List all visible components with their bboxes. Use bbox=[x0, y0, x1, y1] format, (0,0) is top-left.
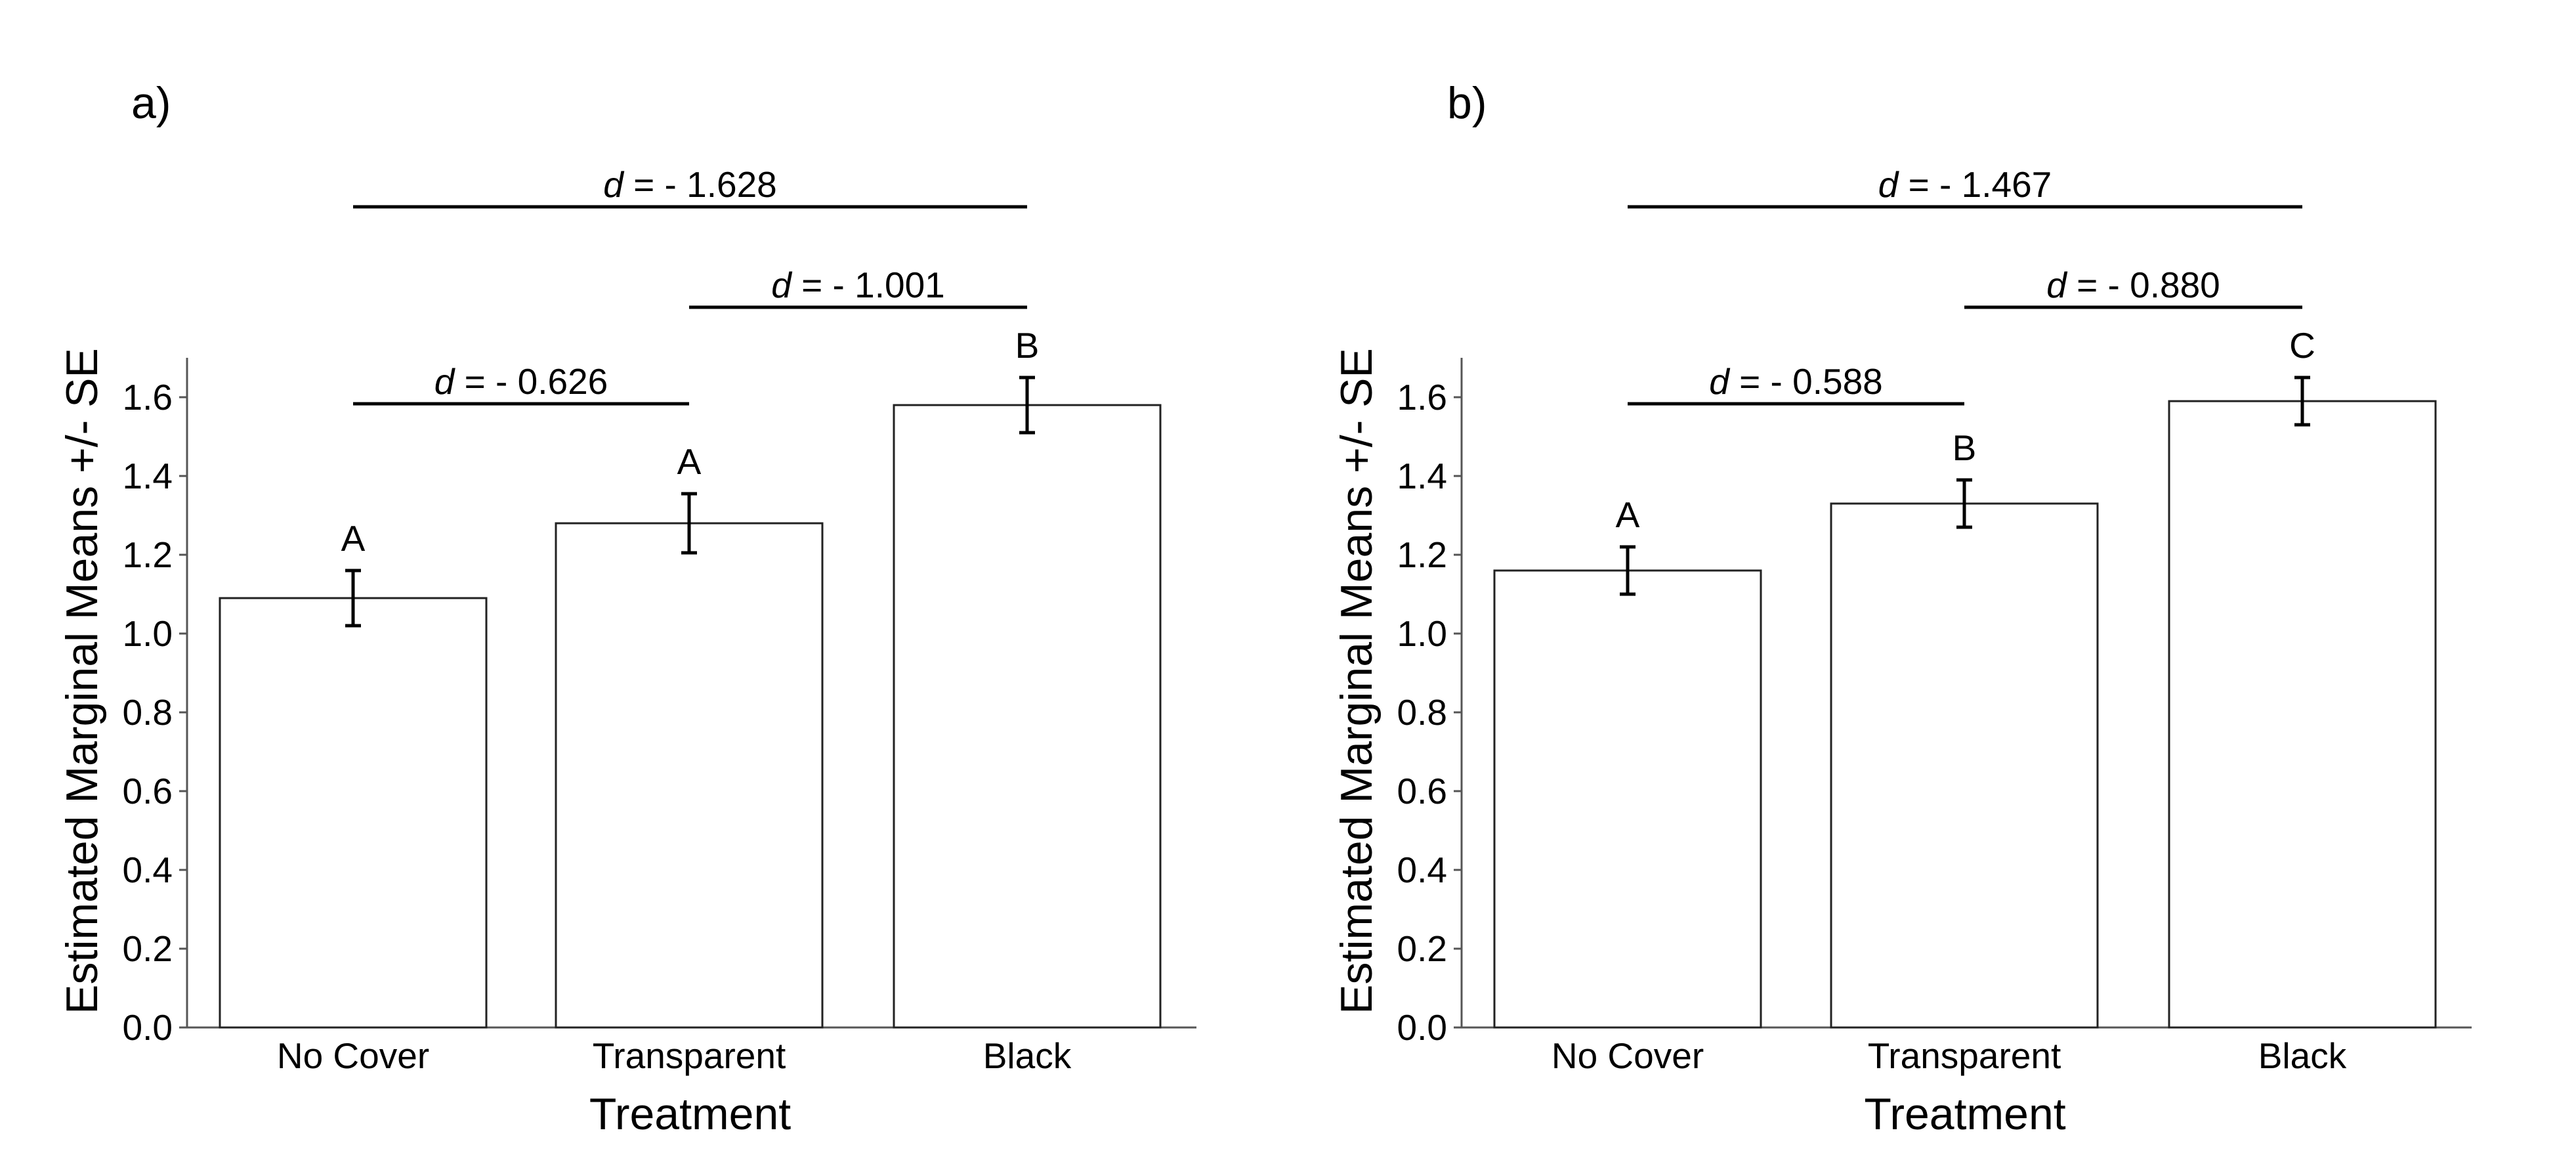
y-tick-label: 0.2 bbox=[1397, 928, 1447, 969]
x-axis-title: Treatment bbox=[589, 1089, 791, 1139]
bar bbox=[555, 522, 824, 1029]
y-tick-label: 1.0 bbox=[1397, 613, 1447, 654]
panel-label: a) bbox=[131, 78, 171, 128]
x-tick-label: Transparent bbox=[1868, 1035, 2061, 1076]
x-tick-label: Black bbox=[2258, 1035, 2347, 1076]
y-tick-label: 0.4 bbox=[1397, 850, 1447, 890]
panel-label: b) bbox=[1447, 78, 1487, 128]
significance-letter: C bbox=[2289, 325, 2315, 366]
effect-size-label: d = - 0.588 bbox=[1709, 361, 1883, 402]
chart-panel-a: a) 0.0 0.2 0.4 0.6 0.8 1.0 1.2 1.4 1.6 Estimated M… bbox=[57, 78, 1196, 1139]
y-tick-label: 0.6 bbox=[123, 771, 173, 811]
y-tick-label: 0.0 bbox=[123, 1007, 173, 1048]
y-tick-label: 0.0 bbox=[1397, 1007, 1447, 1048]
y-tick-label: 1.6 bbox=[123, 377, 173, 418]
y-tick-label: 1.4 bbox=[123, 456, 173, 496]
bar bbox=[1830, 502, 2099, 1029]
significance-letter: A bbox=[341, 518, 366, 559]
bar bbox=[219, 597, 488, 1029]
x-tick-label: Transparent bbox=[593, 1035, 786, 1076]
y-tick-label: 0.4 bbox=[123, 850, 173, 890]
y-tick-label: 0.6 bbox=[1397, 771, 1447, 811]
x-tick-label: No Cover bbox=[277, 1035, 429, 1076]
x-tick-label: Black bbox=[983, 1035, 1072, 1076]
y-tick-label: 1.2 bbox=[1397, 534, 1447, 575]
effect-size-label: d = - 0.880 bbox=[2046, 265, 2220, 305]
y-axis-title: Estimated Marginal Means +/- SE bbox=[57, 348, 107, 1014]
bar bbox=[893, 404, 1162, 1029]
y-axis-title: Estimated Marginal Means +/- SE bbox=[1332, 348, 1382, 1014]
effect-size-label: d = - 0.626 bbox=[434, 361, 608, 402]
significance-letter: B bbox=[1953, 427, 1977, 468]
y-tick-label: 0.8 bbox=[123, 692, 173, 733]
y-tick-label: 0.8 bbox=[1397, 692, 1447, 733]
y-tick-label: 1.2 bbox=[123, 534, 173, 575]
effect-size-label: d = - 1.001 bbox=[771, 265, 945, 305]
bar bbox=[1493, 569, 1762, 1029]
y-tick-label: 1.6 bbox=[1397, 377, 1447, 418]
effect-size-label: d = - 1.467 bbox=[1878, 164, 2052, 205]
y-tick-label: 1.4 bbox=[1397, 456, 1447, 496]
y-tick-label: 0.2 bbox=[123, 928, 173, 969]
x-tick-label: No Cover bbox=[1552, 1035, 1704, 1076]
bar bbox=[2168, 400, 2437, 1029]
significance-letter: A bbox=[1616, 494, 1640, 535]
significance-letter: B bbox=[1015, 325, 1040, 366]
y-tick-label: 1.0 bbox=[123, 613, 173, 654]
significance-letter: A bbox=[677, 441, 702, 482]
effect-size-label: d = - 1.628 bbox=[603, 164, 777, 205]
x-axis-title: Treatment bbox=[1864, 1089, 2065, 1139]
chart-panel-b: b) 0.0 0.2 0.4 0.6 0.8 1.0 1.2 1.4 1.6 Estimated M… bbox=[1332, 78, 2472, 1139]
